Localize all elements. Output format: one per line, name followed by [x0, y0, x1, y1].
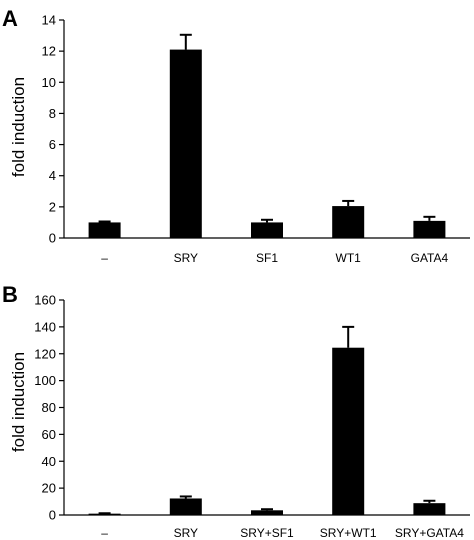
panel-letter-a: A: [2, 6, 18, 31]
bar: [413, 503, 446, 515]
bar: [251, 222, 283, 238]
y-tick-label: 140: [34, 319, 56, 334]
category-label: SRY+WT1: [320, 526, 377, 540]
y-tick-label: 20: [42, 481, 56, 496]
y-tick-label: 12: [42, 44, 56, 59]
y-axis-label-a: fold induction: [9, 77, 28, 177]
bar: [88, 513, 121, 515]
y-tick-label: 40: [42, 454, 56, 469]
y-tick-label: 0: [49, 231, 56, 246]
y-tick-label: 14: [42, 13, 56, 28]
panel-a: A fold induction 0 2 4 6 8 10 12 14 – SRY SF1 WT1 GA…: [2, 6, 470, 265]
bar: [332, 206, 365, 238]
y-tick-label: 160: [34, 293, 56, 308]
panel-letter-b: B: [2, 282, 18, 307]
plot-area-b: 0 20 40 60 80 100 120 140 160 – SRY SRY+SF1 SRY+WT1 S…: [34, 293, 470, 540]
y-tick-label: 80: [42, 400, 56, 415]
category-label: –: [101, 526, 108, 540]
y-tick-label: 0: [49, 508, 56, 523]
y-tick-label: 8: [49, 106, 56, 121]
y-tick-label: 6: [49, 137, 56, 152]
bar: [332, 347, 365, 515]
bar: [88, 222, 121, 238]
category-label: GATA4: [411, 251, 449, 265]
category-label: SRY: [174, 526, 198, 540]
panel-b: B fold induction 0 20 40 60 80 100 120 140 160 – S…: [2, 282, 470, 540]
bar: [251, 510, 283, 515]
bar: [413, 220, 446, 238]
bar: [169, 49, 202, 239]
category-label: WT1: [336, 251, 362, 265]
y-tick-label: 60: [42, 427, 56, 442]
y-tick-label: 100: [34, 373, 56, 388]
y-tick-label: 2: [49, 199, 56, 214]
category-label: SRY+GATA4: [395, 526, 464, 540]
category-label: SRY+SF1: [240, 526, 294, 540]
y-tick-label: 120: [34, 346, 56, 361]
y-tick-label: 10: [42, 75, 56, 90]
y-axis-label-b: fold induction: [9, 352, 28, 452]
category-label: SF1: [256, 251, 278, 265]
plot-area-a: 0 2 4 6 8 10 12 14 – SRY SF1 WT1 GATA4: [42, 13, 470, 265]
category-label: –: [101, 251, 108, 265]
y-tick-label: 4: [49, 168, 56, 183]
category-label: SRY: [174, 251, 198, 265]
bar: [169, 498, 202, 515]
